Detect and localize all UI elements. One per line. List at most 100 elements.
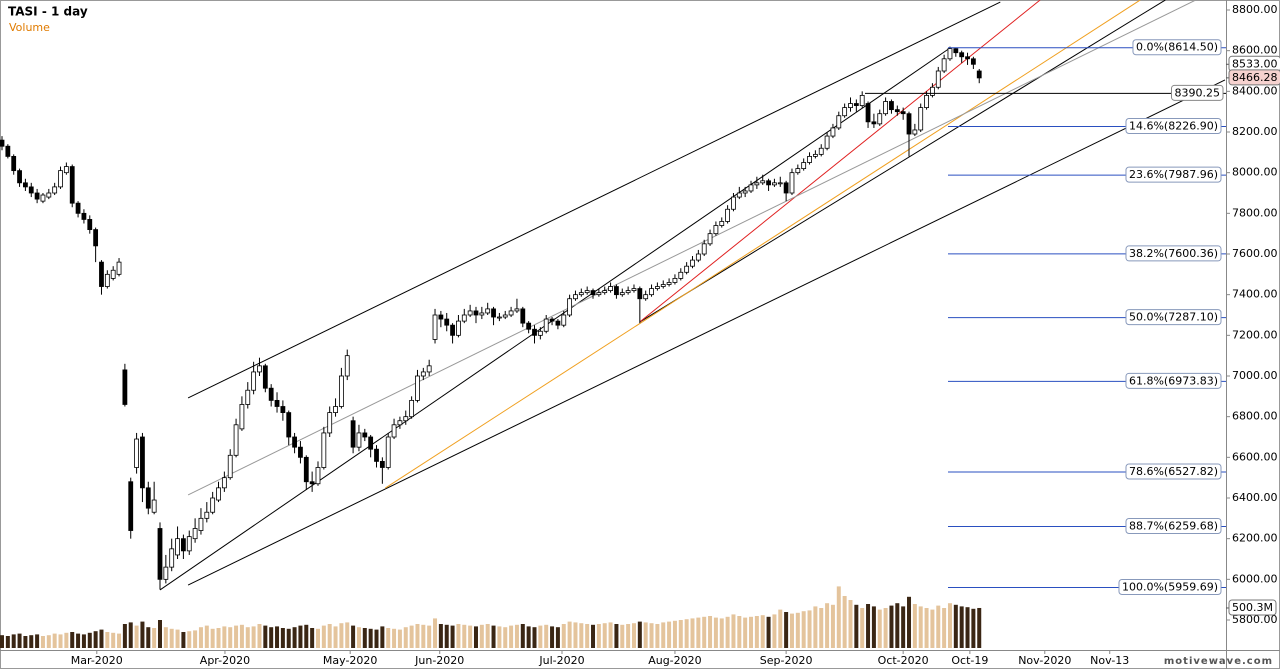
candle-body <box>889 101 894 111</box>
volume-bar <box>0 635 4 648</box>
candle-body <box>695 253 701 261</box>
y-tick-label: 8400.00 <box>1232 84 1278 97</box>
candle-body <box>181 538 186 552</box>
x-tick-label: Sep-2020 <box>760 654 813 667</box>
candle-body <box>883 101 889 115</box>
volume-bar <box>667 621 672 648</box>
candle-body <box>526 322 532 330</box>
candle-body <box>110 269 116 279</box>
level-label-box <box>1171 84 1224 101</box>
volume-bar <box>514 624 519 648</box>
volume-bar <box>520 624 525 648</box>
volume-bar <box>286 628 291 648</box>
fib-label-box <box>1125 372 1222 389</box>
y-tick-label: 6000.00 <box>1232 572 1278 585</box>
fib-label-box <box>1125 245 1222 262</box>
candle-body <box>391 424 397 438</box>
y-tick-label: 7000.00 <box>1232 369 1278 382</box>
volume-bar <box>310 628 315 648</box>
candle-body <box>614 286 619 296</box>
candle-body <box>783 182 789 194</box>
volume-bar <box>819 608 824 648</box>
volume-bar <box>509 625 514 648</box>
candle-body <box>719 221 725 226</box>
volume-bar <box>280 628 285 648</box>
candle-body <box>789 172 795 194</box>
candle-body <box>233 424 239 456</box>
price-label: 8466.28 <box>1232 71 1278 84</box>
volume-bar <box>11 634 16 648</box>
candle-body <box>473 310 479 316</box>
candle-body <box>280 406 286 413</box>
candle-body <box>842 107 848 117</box>
volume-bar <box>456 624 461 648</box>
candle-body <box>286 412 292 438</box>
volume-bar <box>930 609 935 648</box>
volume-bar <box>550 626 555 648</box>
candle-body <box>309 481 315 485</box>
volume-bar <box>959 606 964 648</box>
volume-bar <box>713 617 718 648</box>
candle-body <box>508 310 514 316</box>
volume-bar <box>813 606 818 648</box>
candle-body <box>0 139 5 147</box>
volume-tick-label: 500.3M <box>1232 601 1273 614</box>
volume-bar <box>848 600 853 648</box>
volume-bar <box>87 632 92 648</box>
volume-bar <box>17 633 22 648</box>
volume-bar <box>866 604 871 648</box>
x-tick-label: Oct-19 <box>951 654 988 667</box>
volume-bar <box>912 604 917 648</box>
volume-bar <box>93 631 98 648</box>
candle-body <box>262 365 268 389</box>
y-tick-label: 8200.00 <box>1232 125 1278 138</box>
candle-body <box>649 288 654 296</box>
candle-body <box>93 229 99 247</box>
volume-bar <box>450 625 455 648</box>
volume-bar <box>485 624 490 648</box>
candle-body <box>356 432 362 448</box>
candle-body <box>742 190 748 194</box>
candle-body <box>555 320 561 326</box>
volume-bar <box>58 634 63 648</box>
trendline <box>187 0 1196 496</box>
candle-body <box>631 288 637 292</box>
candle-body <box>467 310 473 316</box>
candle-body <box>900 111 906 115</box>
volume-bar <box>749 616 754 648</box>
candle-body <box>140 436 145 489</box>
volume-bar <box>292 627 297 648</box>
volume-bar <box>117 633 122 648</box>
candle-body <box>965 56 970 60</box>
candle-body <box>573 294 578 300</box>
volume-bar <box>169 628 174 648</box>
candle-body <box>877 113 883 125</box>
volume-bar <box>497 626 502 648</box>
candle-body <box>812 153 818 157</box>
volume-bar <box>479 624 484 648</box>
volume-bar <box>532 627 537 648</box>
volume-bar <box>421 624 426 648</box>
candle-body <box>643 294 649 300</box>
trendline <box>639 0 1166 323</box>
candle-body <box>432 314 438 340</box>
x-tick-label: Jun-2020 <box>414 654 464 667</box>
candle-body <box>456 320 461 336</box>
volume-bar <box>187 631 192 648</box>
volume-bar <box>661 622 666 648</box>
volume-bar <box>275 626 280 648</box>
candle-body <box>58 170 63 188</box>
candle-body <box>725 208 731 222</box>
candle-body <box>17 170 22 184</box>
trendline <box>187 79 1226 586</box>
volume-bar <box>801 611 806 648</box>
candle-body <box>660 284 666 287</box>
y-tick-label: 7200.00 <box>1232 328 1278 341</box>
x-tick-label: Oct-2020 <box>878 654 929 667</box>
volume-bar <box>263 625 268 648</box>
candle-body <box>75 202 81 214</box>
volume-bar <box>719 618 724 648</box>
y-tick-label: 6200.00 <box>1232 532 1278 545</box>
candle-body <box>34 192 40 200</box>
